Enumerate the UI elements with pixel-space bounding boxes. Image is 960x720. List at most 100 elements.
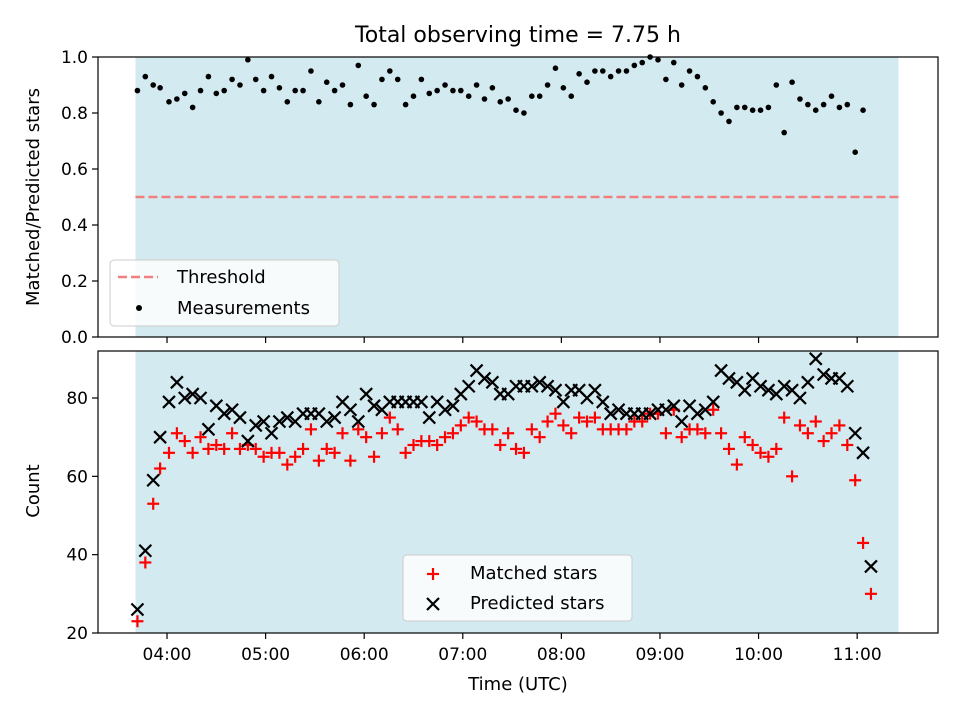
matched-star-point [226, 427, 239, 440]
measurement-point [765, 104, 772, 111]
matched-star-point [517, 446, 530, 459]
measurement-point [300, 87, 306, 94]
matched-star-point [368, 450, 381, 463]
predicted-star-point [611, 402, 626, 417]
predicted-star-point [690, 406, 705, 421]
matched-star-point [202, 442, 215, 455]
matched-star-point [439, 431, 452, 444]
matched-star-point [738, 431, 751, 444]
measurement-point [584, 79, 590, 85]
measurement-point [836, 104, 843, 111]
predicted-star-point [540, 379, 555, 394]
measurement-point [292, 87, 298, 94]
measurement-point [308, 68, 314, 74]
x-tick-label: 09:00 [635, 645, 684, 665]
matched-star-point [297, 442, 310, 455]
matched-star-point [344, 454, 357, 467]
matched-star-point [636, 415, 649, 428]
matched-star-point [770, 442, 783, 455]
measurement-point [529, 93, 535, 99]
measurement-point [773, 82, 780, 88]
measurement-point [276, 85, 283, 91]
measurement-point [481, 96, 488, 102]
measurement-point [434, 87, 440, 94]
measurement-point [371, 101, 377, 108]
measurement-point [576, 71, 582, 77]
predicted-star-point [217, 406, 231, 421]
matched-star-point [809, 415, 822, 428]
measurement-point [670, 59, 677, 66]
matched-star-point [525, 423, 538, 436]
matched-star-point [170, 427, 183, 440]
predicted-star-point [603, 406, 618, 421]
matched-star-point [233, 442, 246, 455]
predicted-star-point [532, 375, 547, 390]
matched-star-point [494, 439, 507, 451]
legend-measurements-label: Measurements [177, 298, 310, 319]
predicted-star-point [248, 418, 263, 433]
matched-star-point [383, 411, 396, 424]
predicted-star-point [674, 414, 689, 429]
measurement-point [789, 79, 795, 85]
measurement-point [331, 87, 338, 94]
predicted-star-point [588, 383, 602, 397]
measurement-point [458, 87, 464, 94]
matched-star-point [320, 442, 333, 455]
measurement-point [497, 99, 504, 105]
matched-star-point [833, 419, 846, 432]
matched-star-point [328, 446, 341, 459]
measurement-point [797, 96, 803, 102]
measurement-point [639, 59, 646, 66]
x-tick-label: 04:00 [143, 645, 192, 665]
measurement-point [166, 99, 172, 105]
predicted-star-point [856, 446, 870, 460]
matched-star-point [407, 439, 420, 451]
measurement-point [339, 82, 346, 88]
matched-star-point [375, 427, 388, 440]
matched-star-point [699, 427, 712, 440]
matched-star-point [801, 427, 814, 440]
legend-measurements-swatch [136, 305, 142, 311]
y-tick-label: 0.2 [61, 272, 88, 292]
matched-star-point [352, 423, 365, 436]
matched-star-point [841, 439, 854, 451]
matched-star-point [730, 458, 743, 471]
legend-matched-swatch [427, 568, 439, 580]
measurement-point [568, 93, 575, 99]
measurement-point [655, 57, 661, 63]
measurement-point [607, 73, 614, 80]
measurement-point [174, 96, 180, 102]
measurement-point [323, 79, 330, 85]
measurement-point [465, 93, 472, 99]
measurement-point [513, 107, 519, 113]
matched-star-point [549, 407, 562, 420]
measurement-point [536, 93, 543, 99]
measurement-point [592, 68, 598, 74]
measurement-point [749, 107, 756, 113]
matched-star-point [249, 442, 262, 455]
y-tick-label: 0.8 [61, 104, 88, 124]
predicted-star-point [138, 543, 153, 558]
matched-star-point [289, 450, 302, 463]
measurement-point [828, 93, 835, 99]
matched-star-point [581, 415, 594, 428]
measurement-point [678, 82, 685, 88]
matched-star-point [565, 427, 578, 440]
predicted-star-point [722, 371, 736, 386]
matched-star-point [715, 427, 728, 440]
matched-star-point [849, 474, 862, 487]
measurement-point [505, 96, 511, 102]
predicted-star-point [359, 387, 373, 401]
predicted-star-point [801, 375, 815, 390]
matched-star-point [186, 446, 199, 459]
matched-star-point [423, 435, 436, 448]
matched-star-point [722, 442, 735, 455]
predicted-star-point [864, 559, 878, 574]
measurement-point [734, 104, 740, 111]
matched-star-point [391, 423, 404, 436]
measurement-point [450, 87, 456, 94]
predicted-star-point [777, 379, 791, 394]
measurement-point [805, 101, 811, 108]
measurement-point [418, 76, 425, 83]
matched-star-point [178, 435, 191, 448]
